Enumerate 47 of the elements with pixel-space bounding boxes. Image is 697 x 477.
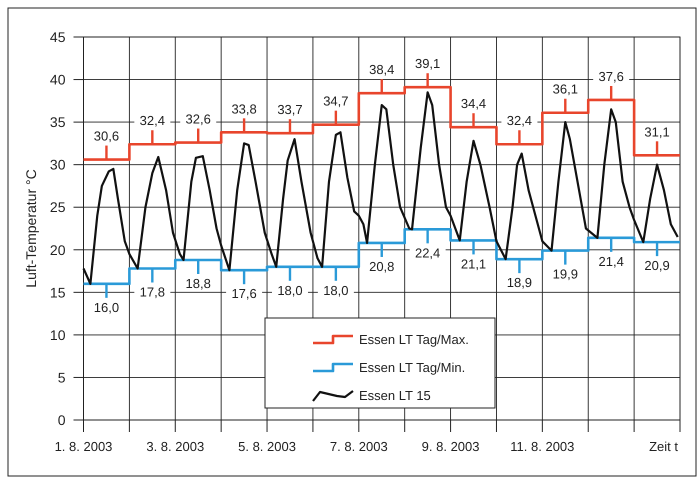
data-label: 19,9 <box>552 266 578 282</box>
data-label: 32,6 <box>186 112 211 127</box>
data-label: 34,4 <box>460 96 486 112</box>
data-label: 39,1 <box>414 56 440 72</box>
data-label: 22,4 <box>414 245 440 260</box>
y-tick-label: 5 <box>58 369 66 386</box>
data-label: 17,8 <box>140 284 165 300</box>
y-tick-label: 35 <box>50 114 66 130</box>
y-tick-label: 10 <box>50 326 66 343</box>
x-tick-label: 1. 8. 2003 <box>54 439 112 454</box>
data-label: 16,0 <box>94 300 120 315</box>
data-label: 18,0 <box>323 282 349 298</box>
data-label: 38,4 <box>369 62 394 78</box>
data-label: 32,4 <box>140 113 165 128</box>
data-label: 33,8 <box>231 101 257 116</box>
y-tick-label: 30 <box>50 156 66 173</box>
y-tick-label: 15 <box>50 284 66 300</box>
x-tick-label: 9. 8. 2003 <box>422 439 480 454</box>
data-label: 36,1 <box>552 82 578 97</box>
data-label: 21,4 <box>598 254 624 269</box>
data-label: 18,9 <box>506 275 532 290</box>
x-tick-label: 11. 8. 2003 <box>510 439 574 454</box>
y-tick-label: 45 <box>50 29 66 45</box>
data-label: 17,6 <box>231 286 257 302</box>
data-label: 18,0 <box>277 282 303 298</box>
data-label: 37,6 <box>598 68 624 84</box>
data-label: 20,8 <box>369 258 394 274</box>
data-label: 31,1 <box>644 124 670 140</box>
data-label: 18,8 <box>186 276 211 291</box>
data-label: 20,9 <box>644 258 670 274</box>
data-label: 34,7 <box>323 94 349 109</box>
legend-label: Essen LT Tag/Min. <box>359 360 466 375</box>
x-axis-title: Zeit t <box>649 439 678 454</box>
y-tick-label: 40 <box>50 72 66 88</box>
y-axis-title: Luft-Temperatur °C <box>23 169 39 288</box>
data-label: 30,6 <box>94 128 120 144</box>
data-label: 21,1 <box>460 256 486 272</box>
data-label: 32,4 <box>506 113 532 128</box>
y-tick-label: 25 <box>50 199 66 216</box>
x-tick-label: 5. 8. 2003 <box>238 439 296 454</box>
x-tick-label: 7. 8. 2003 <box>330 439 388 454</box>
data-label: 33,7 <box>277 102 303 118</box>
x-tick-label: 3. 8. 2003 <box>146 439 204 454</box>
legend-label: Essen LT Tag/Max. <box>359 332 469 347</box>
y-tick-label: 20 <box>50 242 66 258</box>
legend-label: Essen LT 15 <box>359 388 431 403</box>
y-tick-label: 0 <box>58 412 66 428</box>
